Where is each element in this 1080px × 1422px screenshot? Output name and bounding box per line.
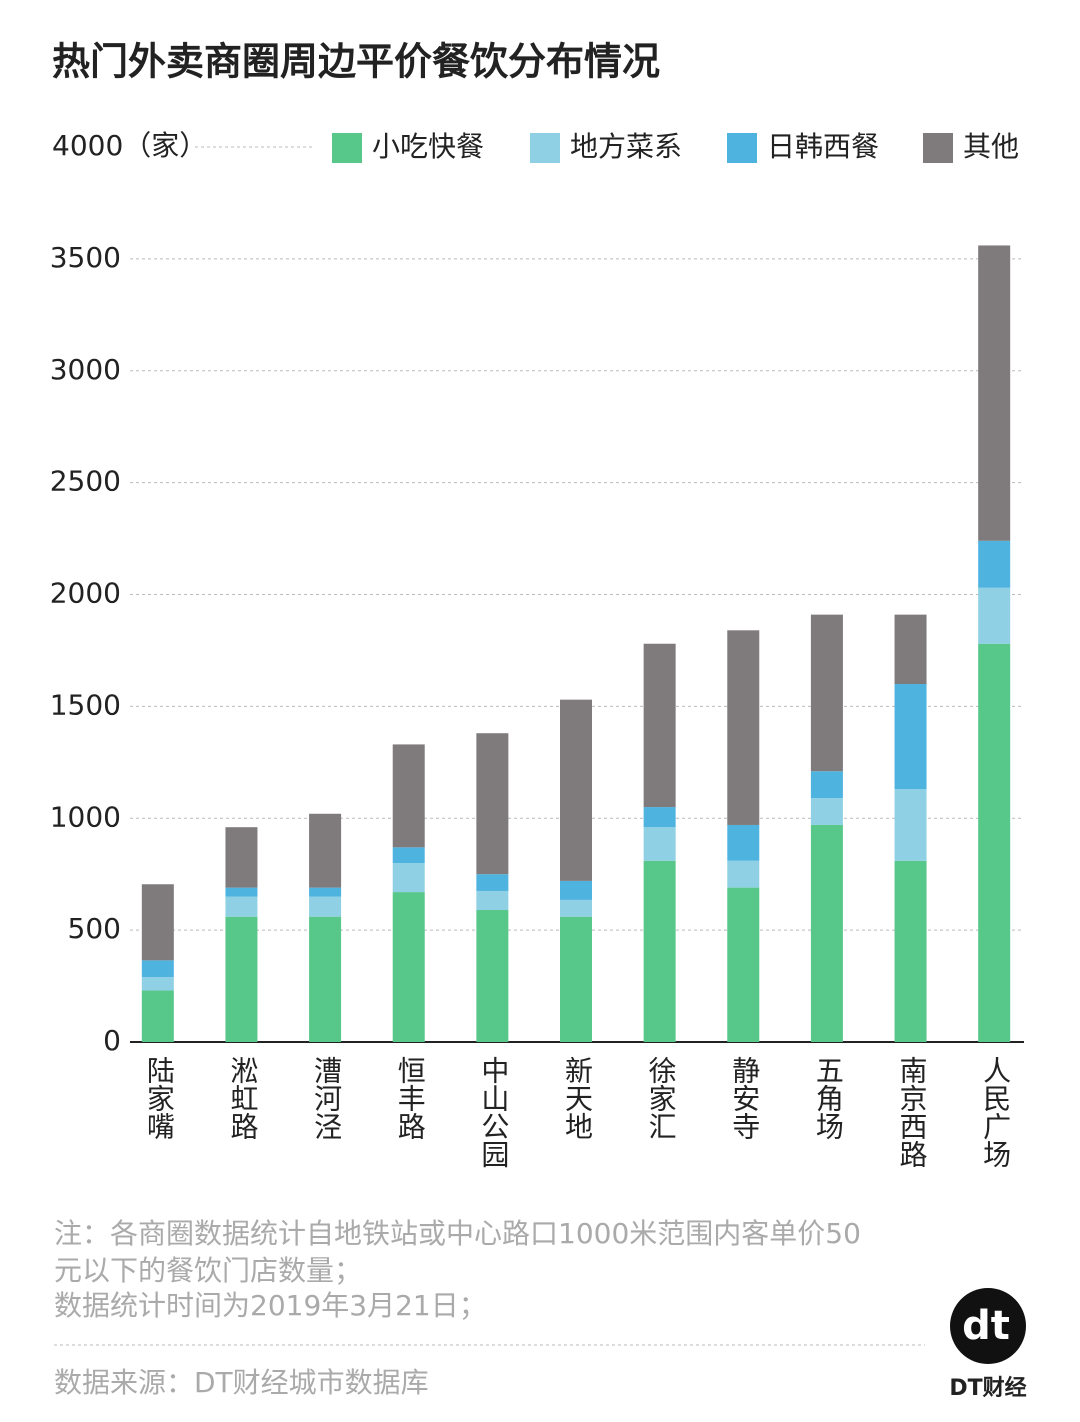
bar-segment [392, 847, 425, 863]
bar-segment [560, 699, 592, 881]
x-tick-label: 中山公园 [477, 1056, 510, 1168]
y-tick-label: 3000 [50, 353, 121, 386]
bar-segment [978, 540, 1011, 588]
bar-segment [392, 863, 425, 893]
legend-swatch [332, 133, 362, 163]
y-tick-label: 2500 [50, 465, 121, 498]
bar-segment [894, 860, 927, 1042]
bar-segment [560, 916, 592, 1042]
bar-segment [141, 960, 174, 978]
bar-segment [141, 990, 174, 1042]
y-tick-label: 3500 [50, 241, 121, 274]
bar-segment [643, 807, 676, 828]
y-tick-label: 0 [103, 1024, 121, 1057]
legend-swatch [923, 133, 953, 163]
notes: 注：各商圈数据统计自地铁站或中心路口1000米范围内客单价50 元以下的餐饮门店… [54, 1217, 861, 1322]
legend-swatch [727, 133, 757, 163]
bar-segment [978, 245, 1011, 541]
note: 注：各商圈数据统计自地铁站或中心路口1000米范围内客单价50 [54, 1217, 861, 1250]
note: 元以下的餐饮门店数量； [54, 1254, 362, 1287]
bar-segment [392, 744, 425, 848]
x-tick-label: 新天地 [561, 1056, 594, 1140]
bar-segment [643, 860, 676, 1042]
x-tick-label: 静安寺 [728, 1056, 761, 1140]
y-tick-label: 4000（家） [52, 129, 207, 162]
y-tick-label: 1000 [50, 800, 121, 833]
x-tick-label: 五角场 [812, 1056, 845, 1140]
bar-segment [309, 916, 342, 1042]
bar-segment [225, 827, 258, 888]
bar-segment [476, 890, 509, 910]
x-tick-label: 人民广场 [979, 1056, 1012, 1168]
bar-segment [727, 860, 760, 888]
bar-segment [392, 892, 425, 1042]
legend-label: 地方菜系 [570, 130, 682, 163]
logo-circle [950, 1288, 1026, 1364]
bar-segment [141, 977, 174, 991]
legend-label: 其他 [963, 130, 1019, 163]
x-tick-label: 恒丰路 [394, 1056, 427, 1140]
bar-segment [141, 884, 174, 961]
x-tick-label: 徐家汇 [645, 1056, 678, 1140]
x-tick-label: 漕河泾 [310, 1056, 343, 1140]
note: 数据统计时间为2019年3月21日； [54, 1289, 487, 1322]
legend-label: 小吃快餐 [372, 130, 484, 163]
legend-swatch [530, 133, 560, 163]
bar-segment [643, 643, 676, 808]
bar-segment [810, 824, 843, 1042]
bar-segment [894, 614, 927, 684]
y-tick-label: 500 [68, 912, 121, 945]
bar-segment [309, 887, 342, 897]
source: 数据来源：DT财经城市数据库 [54, 1366, 429, 1399]
brand: DT财经 [949, 1375, 1026, 1401]
bar-segment [810, 798, 843, 825]
chart-title: 热门外卖商圈周边平价餐饮分布情况 [52, 40, 660, 84]
x-tick-label: 南京西路 [896, 1056, 929, 1168]
y-tick-label: 2000 [50, 577, 121, 610]
bar-segment [225, 887, 258, 897]
bar-segment [225, 896, 258, 917]
bar-segment [309, 896, 342, 917]
bar-segment [727, 887, 760, 1042]
bar-segment [643, 827, 676, 861]
bar-segment [476, 733, 509, 875]
legend-label: 日韩西餐 [767, 130, 879, 163]
bar-segment [727, 630, 760, 825]
bar-segment [978, 587, 1011, 644]
bar-segment [476, 874, 509, 891]
x-tick-label: 淞虹路 [226, 1056, 259, 1140]
x-tick-label: 陆家嘴 [143, 1056, 176, 1140]
bar-segment [894, 789, 927, 861]
bar-segment [309, 813, 342, 888]
bar-segment [810, 614, 843, 772]
bar-segment [476, 909, 509, 1042]
bar-segment [810, 771, 843, 799]
y-tick-label: 1500 [50, 688, 121, 721]
bar-segment [727, 824, 760, 861]
logo: dt [962, 1303, 1010, 1349]
bar-segment [560, 880, 592, 900]
bar-segment [894, 684, 927, 790]
bar-segment [978, 643, 1011, 1042]
bar-segment [560, 899, 592, 917]
bar-segment [225, 916, 258, 1042]
